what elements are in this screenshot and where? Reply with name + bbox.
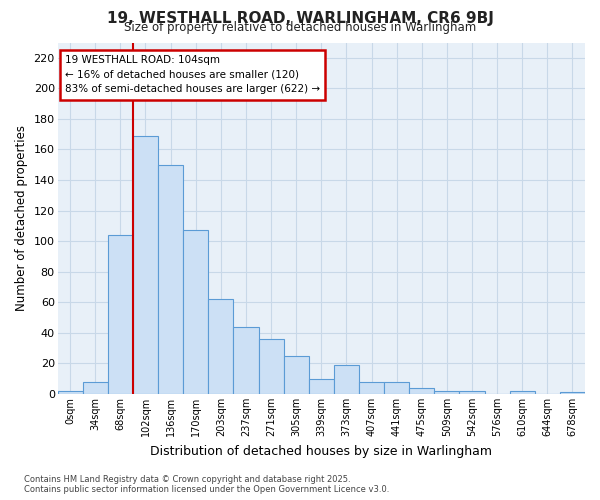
Bar xyxy=(334,365,359,394)
Bar xyxy=(284,356,309,394)
Bar xyxy=(434,391,460,394)
Bar xyxy=(158,165,183,394)
Bar xyxy=(208,300,233,394)
Bar xyxy=(384,382,409,394)
Bar xyxy=(133,136,158,394)
Y-axis label: Number of detached properties: Number of detached properties xyxy=(15,126,28,312)
Bar xyxy=(560,392,585,394)
Bar xyxy=(233,327,259,394)
Text: Contains HM Land Registry data © Crown copyright and database right 2025.
Contai: Contains HM Land Registry data © Crown c… xyxy=(24,474,389,494)
Text: Size of property relative to detached houses in Warlingham: Size of property relative to detached ho… xyxy=(124,22,476,35)
Bar xyxy=(259,339,284,394)
Bar xyxy=(309,378,334,394)
X-axis label: Distribution of detached houses by size in Warlingham: Distribution of detached houses by size … xyxy=(150,444,492,458)
Bar xyxy=(509,391,535,394)
Bar xyxy=(58,391,83,394)
Bar xyxy=(183,230,208,394)
Bar xyxy=(460,391,485,394)
Text: 19, WESTHALL ROAD, WARLINGHAM, CR6 9BJ: 19, WESTHALL ROAD, WARLINGHAM, CR6 9BJ xyxy=(107,11,493,26)
Bar xyxy=(108,235,133,394)
Text: 19 WESTHALL ROAD: 104sqm
← 16% of detached houses are smaller (120)
83% of semi-: 19 WESTHALL ROAD: 104sqm ← 16% of detach… xyxy=(65,54,320,94)
Bar xyxy=(359,382,384,394)
Bar xyxy=(409,388,434,394)
Bar xyxy=(83,382,108,394)
